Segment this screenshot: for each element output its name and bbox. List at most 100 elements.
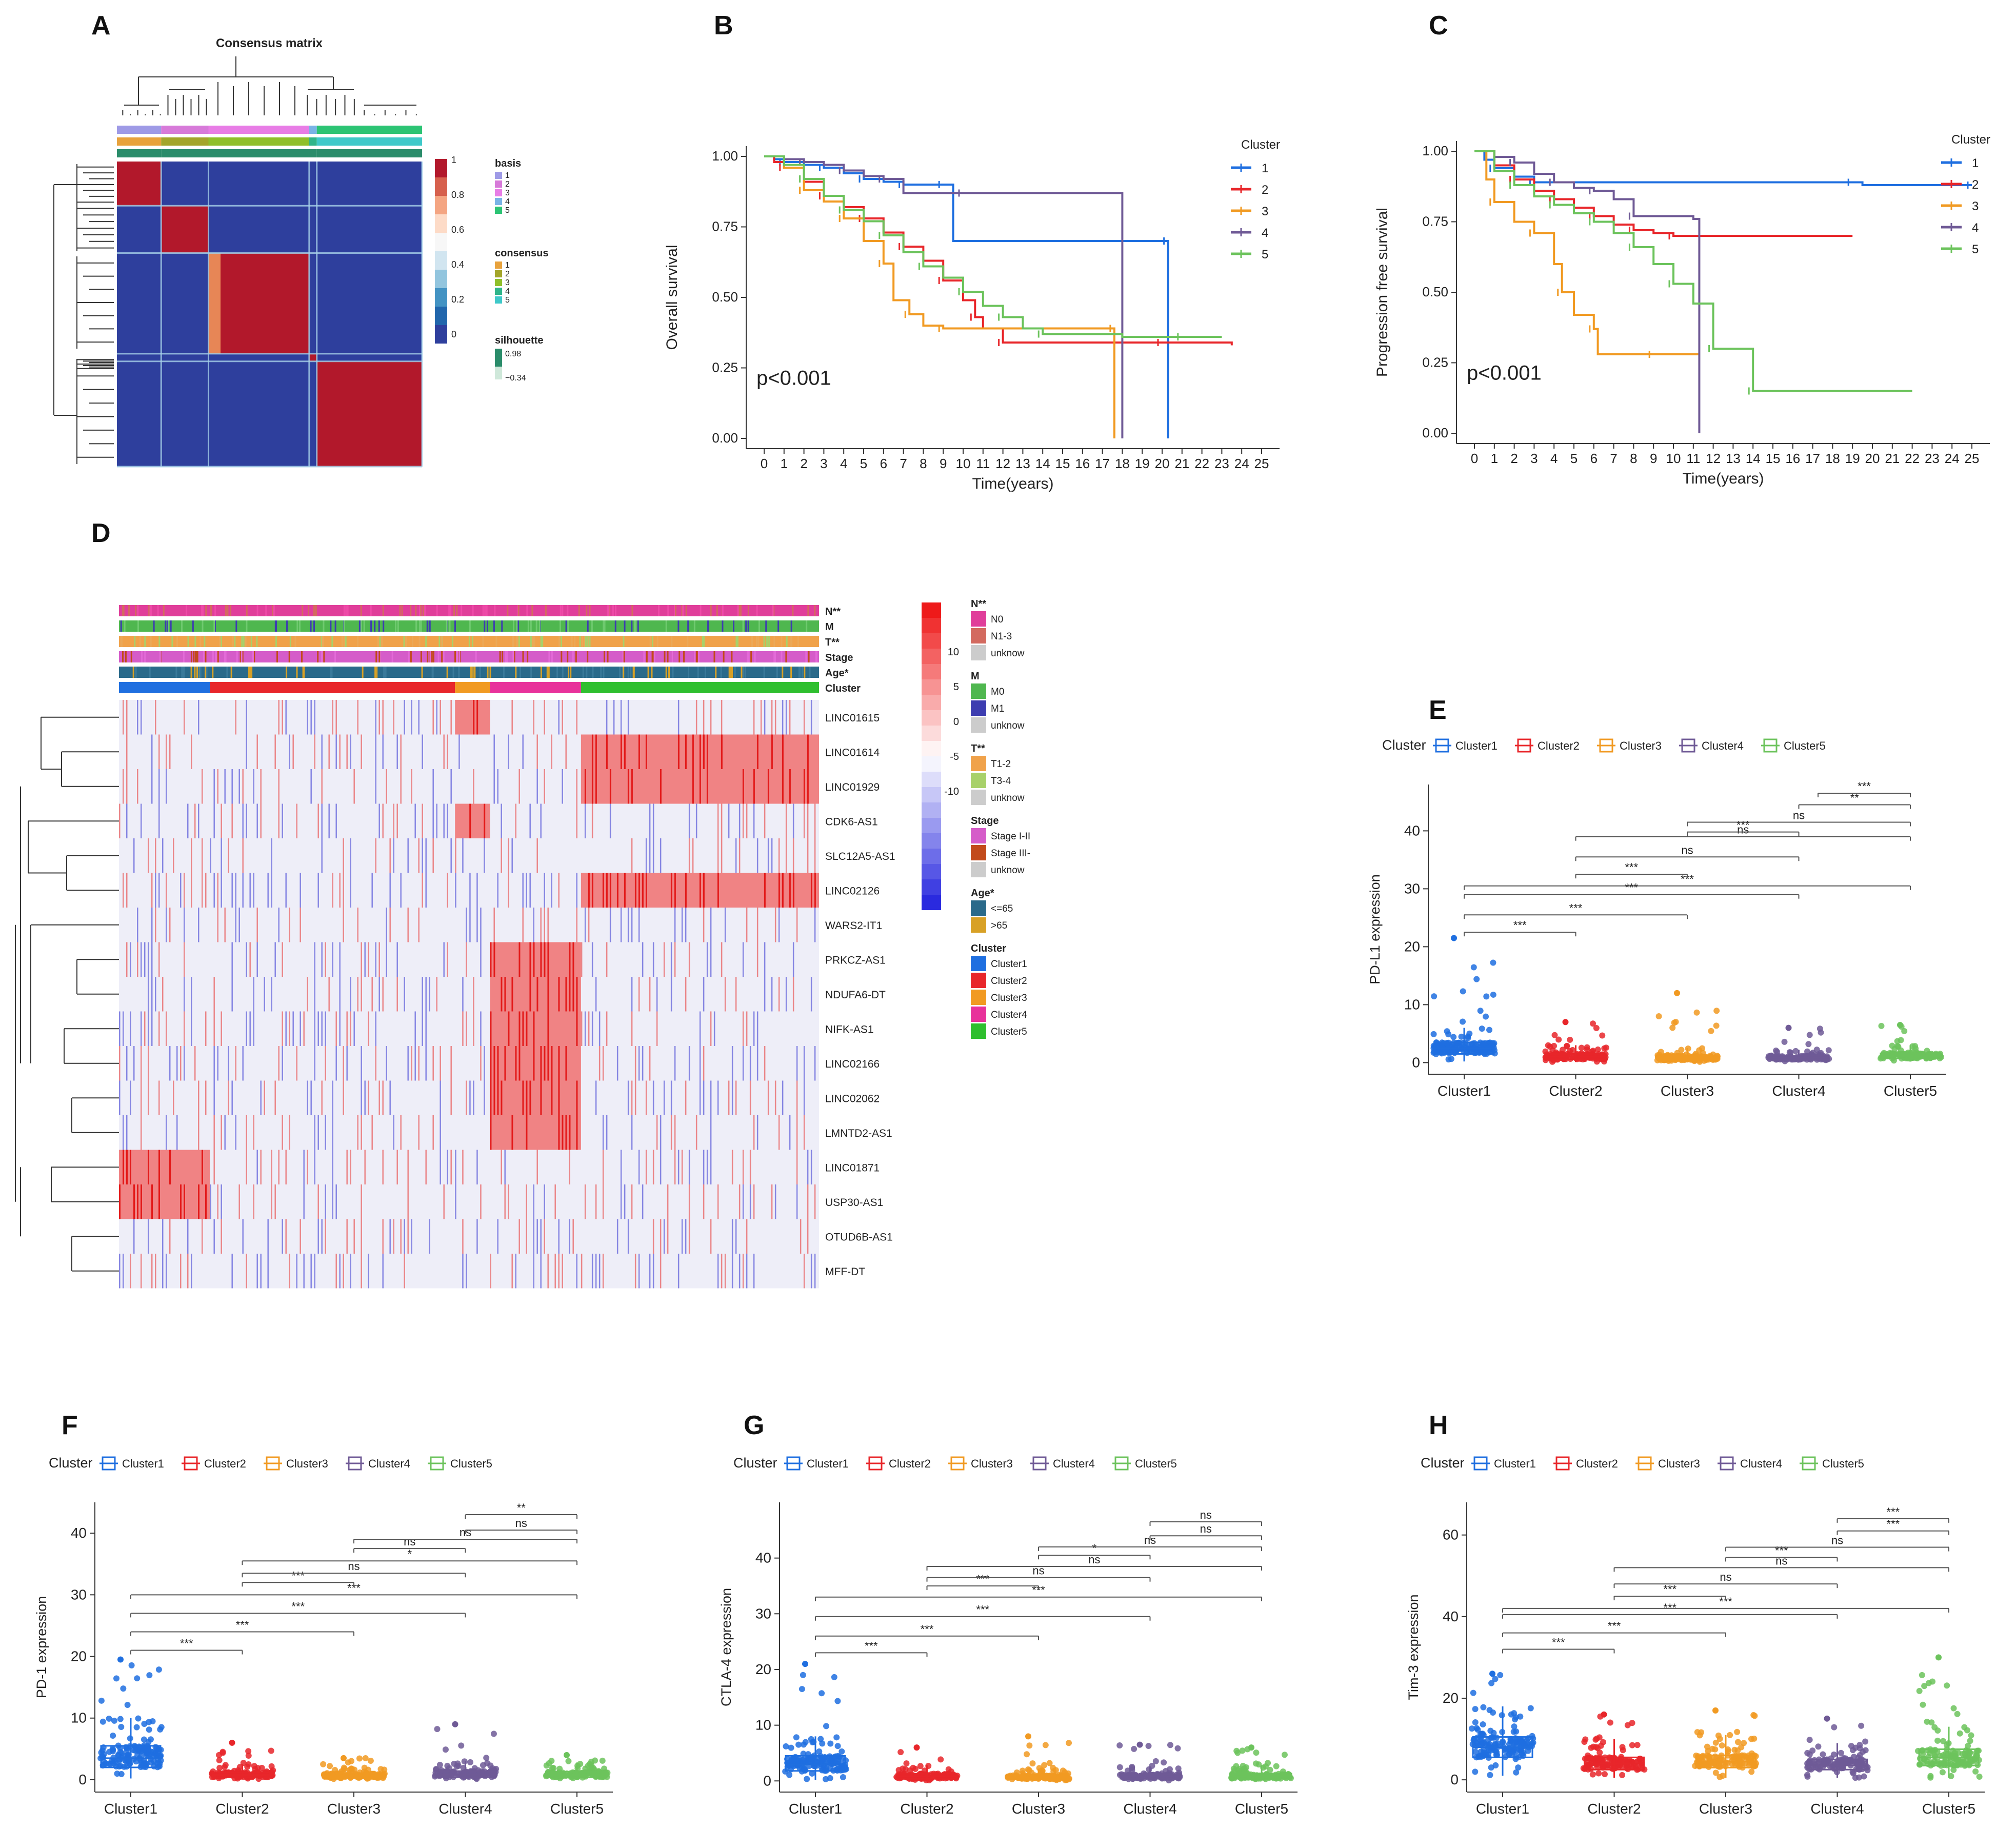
heatmap-cell (166, 734, 167, 769)
heatmap-cell (536, 1219, 538, 1254)
heatmap-cell (213, 803, 215, 838)
heatmap-cell (411, 1219, 412, 1254)
row-dendrogram (15, 716, 119, 1272)
data-point (1924, 1048, 1930, 1054)
heatmap-high-block (455, 700, 490, 735)
heatmap-cell (518, 1046, 521, 1081)
heatmap-cell (724, 1254, 726, 1289)
heatmap-cell (764, 873, 766, 908)
annotation-stripe (804, 667, 806, 678)
legend-label: 3 (1262, 205, 1268, 218)
annotation-stripe (475, 651, 477, 662)
heatmap-cell (260, 1080, 262, 1115)
heatmap-cell (721, 734, 723, 769)
heatmap-cell (814, 908, 816, 942)
annotation-stripe (220, 636, 222, 647)
heatmap-cell (695, 1115, 697, 1150)
heatmap-cell (148, 1219, 149, 1254)
annotation-stripe (454, 651, 456, 662)
annotation-stripe (121, 636, 123, 647)
consensus-label: 4 (505, 287, 510, 296)
heatmap-cell (533, 942, 535, 977)
annotation-stripe (786, 636, 788, 647)
heatmap-cell (221, 803, 222, 838)
annotation-stripe (423, 605, 425, 616)
heatmap-cell (540, 1219, 542, 1254)
heatmap-cell (314, 1046, 315, 1081)
y-tick-label: 40 (755, 1550, 771, 1566)
data-point (1730, 1753, 1737, 1760)
x-tick-label: 10 (956, 456, 971, 471)
heatmap-cell (267, 873, 269, 908)
data-point (240, 1760, 247, 1766)
heatmap-cell (221, 1219, 222, 1254)
heatmap-cell (339, 977, 341, 1012)
heatmap-cell (169, 1150, 171, 1184)
annotation-stripe (381, 636, 383, 647)
heatmap-cell (148, 1046, 149, 1081)
heatmap-cell (634, 1254, 636, 1289)
heatmap-cell (588, 873, 590, 908)
heatmap-cell (569, 977, 571, 1012)
heatmap-cell (789, 700, 791, 735)
data-point (1281, 1752, 1288, 1758)
y-tick-label: 20 (1443, 1690, 1459, 1706)
heatmap-cell (396, 803, 398, 838)
heatmap-cell (800, 1219, 802, 1254)
legend-swatch (971, 683, 986, 699)
heatmap-cell (346, 1150, 348, 1184)
data-point (1465, 1035, 1471, 1041)
y-tick-label: 20 (71, 1648, 87, 1664)
y-tick-label: 40 (1443, 1608, 1459, 1624)
data-point (320, 1761, 327, 1767)
heatmap-cell (300, 873, 301, 908)
heatmap-cell (670, 977, 672, 1012)
left-dendrogram (53, 164, 114, 464)
heatmap-cell (670, 942, 672, 977)
data-point (1273, 1763, 1280, 1769)
legend-swatch (971, 1007, 986, 1022)
annotation-stripe (420, 620, 422, 632)
annotation-stripe (461, 605, 463, 616)
heatmap-cell (529, 803, 531, 838)
data-point (790, 1760, 797, 1766)
annotation-stripe (568, 667, 570, 678)
heatmap-cell (202, 1219, 203, 1254)
heatmap-cell (588, 1011, 590, 1046)
legend-label: 5 (1972, 243, 1979, 256)
data-point (1912, 1043, 1919, 1050)
significance-label: *** (1569, 901, 1583, 914)
data-point (1551, 1042, 1558, 1049)
data-point (434, 1726, 441, 1733)
heatmap-cell (447, 873, 448, 908)
heatmap-cell (660, 1150, 662, 1184)
heatmap-cell (796, 908, 798, 942)
data-point (1817, 1025, 1823, 1032)
heatmap-cell (343, 873, 344, 908)
heatmap-cell (518, 769, 520, 804)
data-point (367, 1757, 374, 1764)
heatmap-cell (810, 873, 812, 908)
heatmap-cell (685, 873, 687, 908)
annotation-stripe (649, 636, 651, 647)
heatmap-cell (285, 700, 287, 735)
heatmap-cell (235, 1046, 236, 1081)
heatmap-cell (738, 1184, 741, 1219)
heatmap-cell (638, 873, 640, 908)
annotation-stripe (755, 636, 757, 647)
data-point (1773, 1048, 1780, 1054)
y-tick-label: 20 (755, 1661, 771, 1677)
heatmap-cell (645, 1150, 647, 1184)
annotation-stripe (582, 667, 584, 678)
annotation-stripe (631, 620, 633, 632)
heatmap-cell (343, 1254, 344, 1289)
heatmap-cell (558, 1046, 560, 1081)
data-point (1734, 1728, 1741, 1735)
heatmap-cell (522, 873, 524, 908)
annotation-stripe (750, 651, 752, 662)
annotation-stripe (246, 620, 248, 632)
heatmap-cell (810, 1254, 812, 1289)
data-point (1486, 1707, 1493, 1714)
legend-label: Cluster5 (450, 1457, 492, 1470)
data-point (1748, 1736, 1754, 1742)
